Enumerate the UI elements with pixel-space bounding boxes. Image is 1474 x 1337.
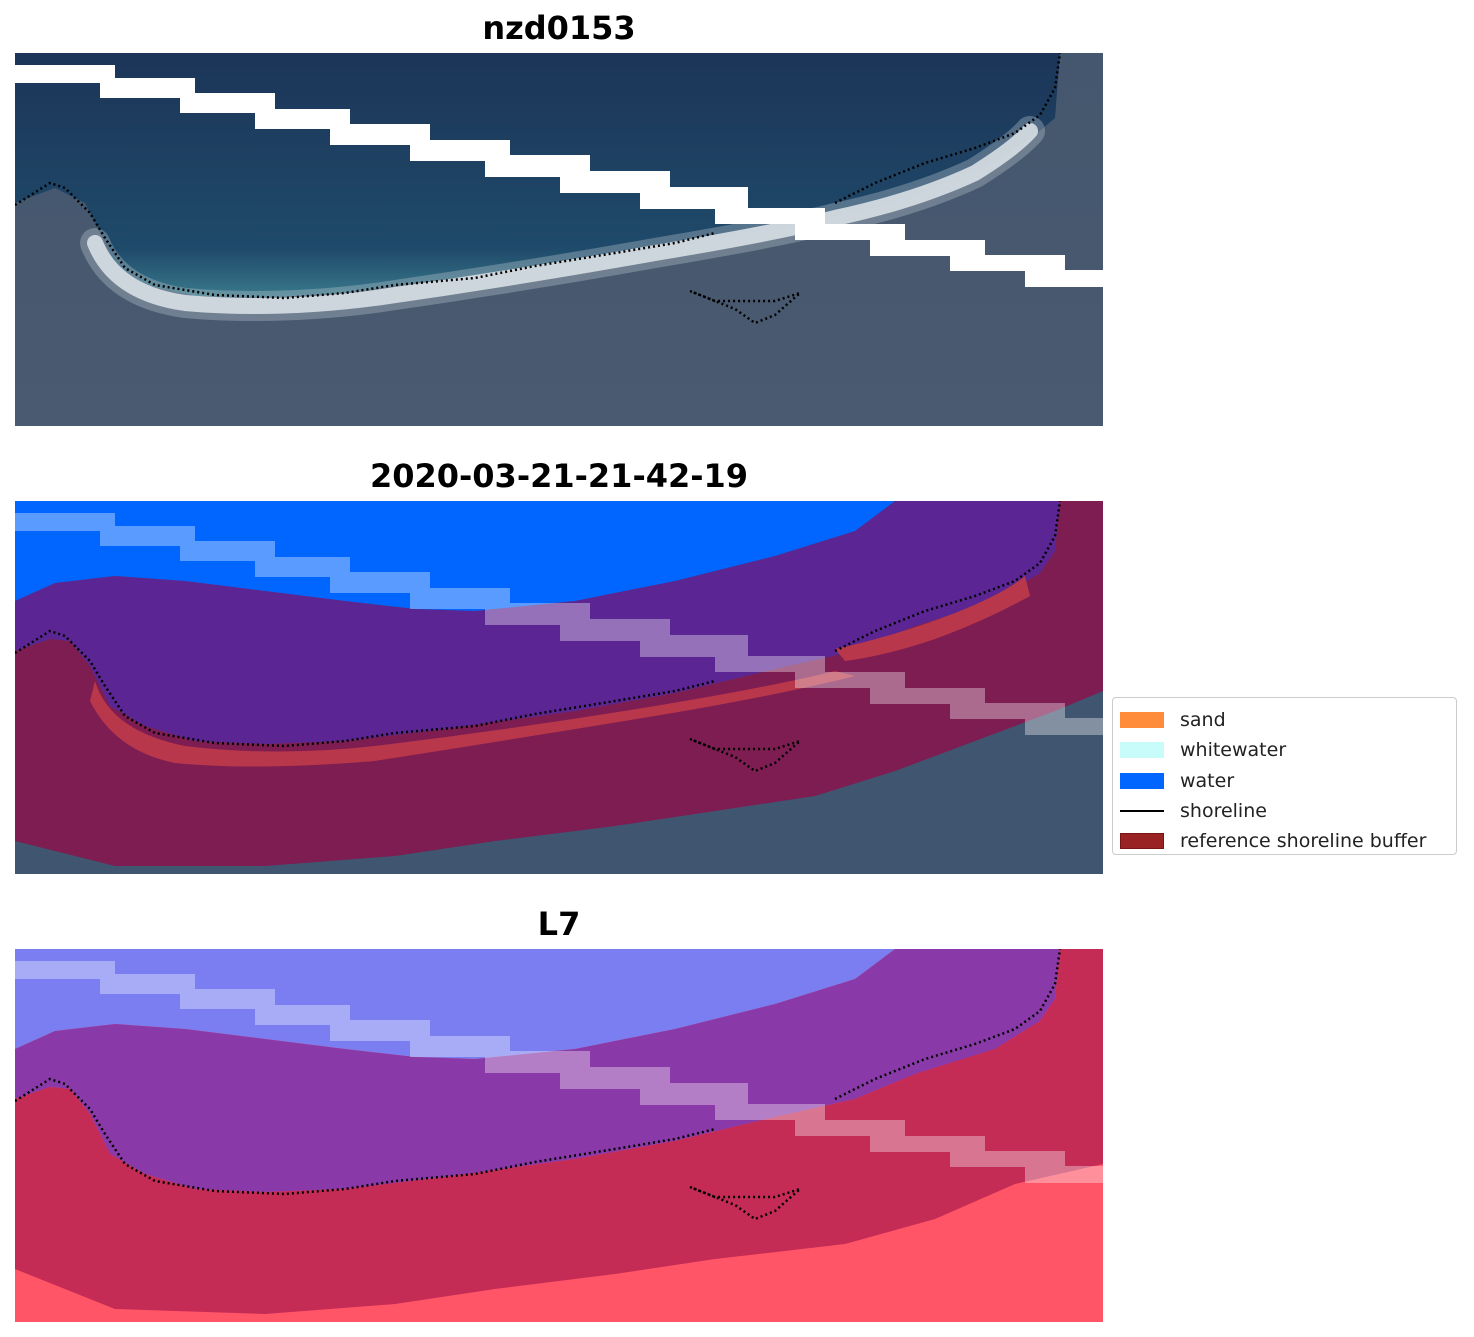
beach-band: [87, 123, 1038, 315]
legend-item-shoreline: shoreline: [1120, 796, 1456, 826]
sand-in-buffer: [90, 671, 855, 767]
nodata-stripe: [15, 513, 1103, 735]
legend-item-water: water: [1120, 766, 1456, 796]
shoreline-dotted: [15, 501, 1062, 748]
reference-buffer: [15, 949, 1103, 1314]
legend-label: shoreline: [1180, 800, 1267, 823]
water-swatch: [1120, 772, 1164, 789]
legend-label: sand: [1180, 709, 1226, 732]
legend-item-sand: sand: [1120, 705, 1456, 735]
buffer-swatch: [1120, 833, 1164, 850]
legend-label: whitewater: [1180, 739, 1287, 762]
reference-buffer: [15, 501, 1103, 866]
shoreline-loop: [689, 737, 801, 773]
index-image-panel: [15, 949, 1103, 1322]
shoreline-dotted: [15, 949, 1062, 1196]
legend: sand whitewater water shoreline referenc…: [1112, 697, 1457, 855]
shoreline-loop: [689, 289, 801, 325]
index-water: [15, 949, 895, 1059]
rgb-image-panel: [15, 53, 1103, 426]
shoreline-line-swatch: [1120, 810, 1164, 813]
water-class: [15, 501, 895, 611]
panel-title-index: L7: [537, 905, 581, 943]
legend-label: water: [1180, 769, 1235, 792]
buffer-water: [15, 501, 1060, 744]
nodata-stripe: [15, 961, 1103, 1183]
nodata-stripe: [15, 65, 1103, 287]
panel-title-classified: 2020-03-21-21-42-19: [369, 457, 749, 495]
buffer-water: [15, 949, 1060, 1192]
classified-image-panel: [15, 501, 1103, 874]
legend-label: reference shoreline buffer: [1180, 830, 1427, 853]
shoreline-loop: [689, 1185, 801, 1221]
whitewater-swatch: [1120, 742, 1164, 759]
panel-title-rgb: nzd0153: [482, 9, 636, 47]
legend-item-whitewater: whitewater: [1120, 735, 1456, 765]
shoreline-dotted: [15, 53, 1062, 300]
sand-in-buffer-east: [835, 576, 1030, 661]
sand-swatch: [1120, 712, 1164, 729]
legend-item-reference-buffer: reference shoreline buffer: [1120, 826, 1456, 856]
beach-glow: [80, 116, 1045, 322]
